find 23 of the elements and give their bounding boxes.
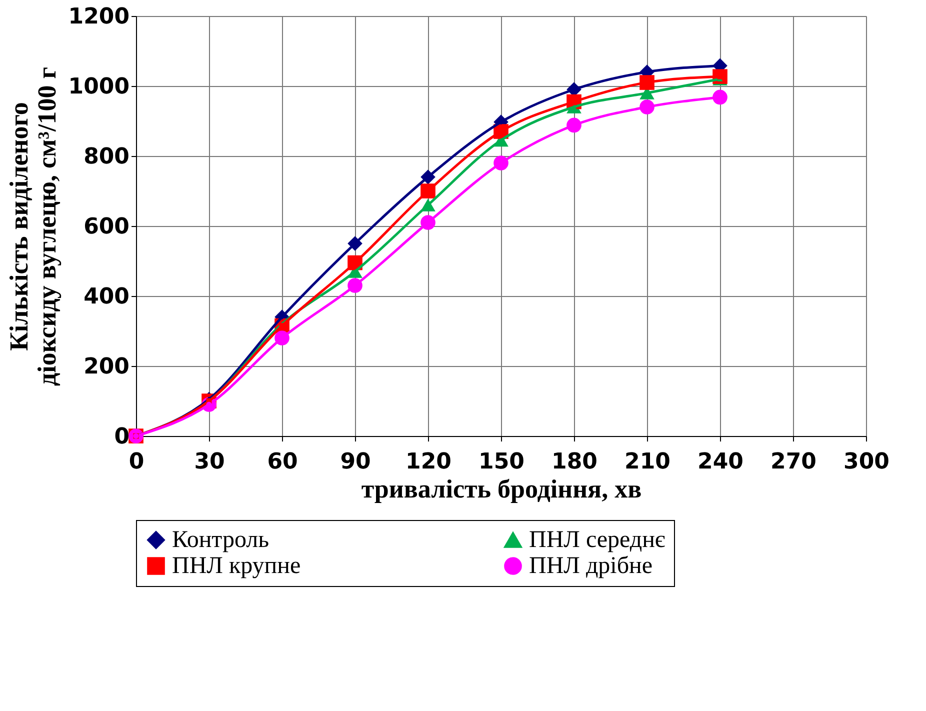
legend-label: ПНЛ крупне bbox=[172, 553, 301, 579]
x-tick-label: 150 bbox=[478, 450, 524, 474]
x-tick-label: 240 bbox=[698, 450, 744, 474]
x-tick-label: 300 bbox=[844, 450, 890, 474]
x-tick-label: 180 bbox=[552, 450, 598, 474]
x-tick-label: 30 bbox=[194, 450, 225, 474]
y-tick-label: 600 bbox=[84, 214, 130, 240]
x-tick-label: 270 bbox=[770, 450, 816, 474]
y-tick-label: 200 bbox=[84, 354, 130, 380]
legend-label: ПНЛ дрібне bbox=[529, 553, 653, 579]
y-axis-title: Кількість виділеного діоксиду вуглецю, см³/100 г bbox=[4, 66, 62, 386]
x-tick-label: 60 bbox=[267, 450, 298, 474]
y-tick-label: 400 bbox=[84, 284, 130, 310]
y-tick-label: 800 bbox=[84, 144, 130, 170]
y-tick-label: 0 bbox=[114, 424, 130, 450]
x-tick-label: 210 bbox=[624, 450, 670, 474]
y-tick-label: 1200 bbox=[68, 4, 130, 30]
y-tick-label: 1000 bbox=[68, 74, 130, 100]
x-tick-label: 120 bbox=[406, 450, 452, 474]
legend-label: ПНЛ середнє bbox=[529, 527, 666, 553]
x-tick-label: 90 bbox=[340, 450, 371, 474]
legend-label: Контроль bbox=[172, 527, 270, 553]
x-axis-title: тривалість бродіння, хв bbox=[361, 474, 642, 504]
